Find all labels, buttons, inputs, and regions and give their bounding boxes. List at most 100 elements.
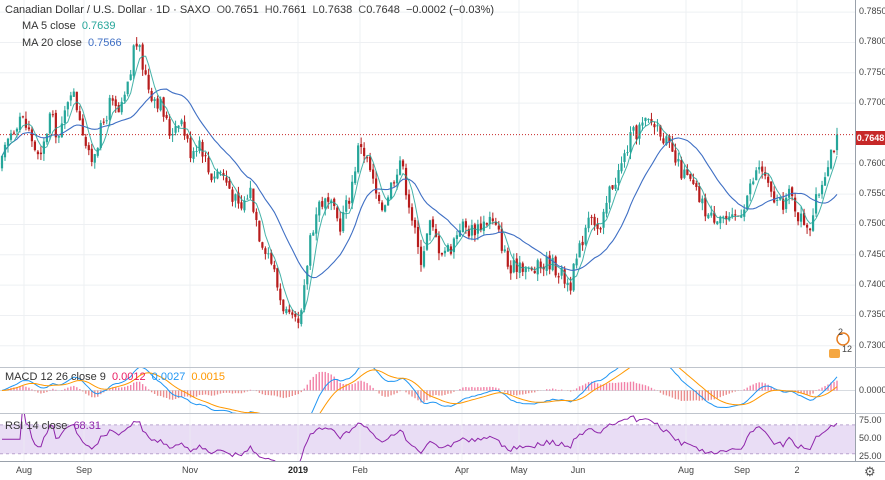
ma5-value: 0.7639 — [81, 20, 116, 32]
candle-body-172 — [515, 258, 518, 272]
candle-body-82 — [246, 198, 249, 200]
rsi-pane[interactable]: RSI 14 close 68.31 — [0, 414, 855, 461]
candle-body-67 — [201, 141, 204, 157]
candle-body-35 — [105, 120, 108, 122]
close-value: 0.7648 — [366, 4, 400, 16]
candle-body-197 — [590, 216, 593, 219]
candle-body-121 — [363, 147, 366, 157]
candle-body-257 — [770, 181, 773, 192]
candle-body-0 — [0, 155, 4, 169]
candle-body-133 — [398, 160, 402, 175]
candle-body-250 — [749, 183, 752, 195]
candle-body-22 — [66, 102, 69, 110]
gear-icon[interactable]: ⚙ — [864, 464, 876, 479]
macd-hist-value: 0.0012 — [111, 371, 146, 383]
candle-body-44 — [132, 45, 135, 76]
price-tick-label: 0.7450 — [859, 248, 885, 259]
candle-body-7 — [21, 116, 25, 118]
candle-body-43 — [129, 74, 132, 80]
candle-body-30 — [90, 148, 93, 162]
candle-body-131 — [392, 182, 396, 184]
ma20-line — [1, 88, 838, 279]
rsi-chart[interactable] — [0, 414, 855, 461]
candle-body-258 — [773, 191, 776, 203]
rsi-label: RSI 14 close — [5, 420, 68, 432]
rsi-line — [2, 414, 838, 461]
candle-body-84 — [252, 188, 255, 212]
candle-body-167 — [500, 228, 503, 251]
candle-body-39 — [117, 105, 120, 113]
candle-body-150 — [449, 246, 453, 254]
candle-body-42 — [126, 81, 129, 95]
candle-body-128 — [383, 205, 387, 212]
candle-body-217 — [650, 118, 653, 123]
candle-body-114 — [342, 212, 345, 232]
candle-body-119 — [357, 145, 360, 173]
candle-body-29 — [87, 145, 90, 151]
candle-body-187 — [560, 267, 563, 276]
candle-body-4 — [12, 132, 16, 134]
candle-body-98 — [294, 313, 297, 317]
candle-body-182 — [545, 256, 548, 271]
candle-body-146 — [437, 235, 441, 254]
macd-pane[interactable]: MACD 12 26 close 9 0.0012 0.0027 0.0015 — [0, 368, 855, 413]
candle-body-230 — [689, 174, 692, 179]
candle-body-18 — [54, 112, 57, 138]
candle-body-256 — [767, 176, 770, 183]
candle-body-78 — [234, 194, 237, 201]
candle-body-99 — [297, 318, 300, 323]
macd-label: MACD 12 26 close 9 — [5, 371, 106, 383]
candle-body-108 — [324, 198, 327, 209]
macd-line-value: 0.0027 — [151, 371, 186, 383]
candle-body-247 — [740, 215, 743, 218]
candle-body-194 — [581, 241, 584, 246]
candle-body-38 — [114, 99, 117, 107]
macd-line — [1, 368, 838, 413]
macd-legend[interactable]: MACD 12 26 close 9 0.0012 0.0027 0.0015 — [5, 371, 228, 383]
candle-body-241 — [722, 216, 725, 218]
change-value: −0.0002 (−0.03%) — [405, 4, 495, 16]
candle-body-80 — [240, 202, 243, 209]
candle-body-55 — [165, 115, 168, 119]
pane-separator-rsi[interactable] — [0, 413, 885, 414]
candle-body-102 — [306, 265, 309, 285]
candle-body-244 — [731, 214, 734, 217]
price-pane[interactable]: Canadian Dollar / U.S. Dollar · 1D · SAX… — [0, 0, 855, 367]
candle-body-229 — [686, 169, 689, 175]
candle-body-125 — [375, 178, 378, 194]
event-marker-upper[interactable]: 2 — [838, 327, 844, 337]
candle-body-211 — [632, 127, 635, 131]
candle-body-24 — [72, 91, 75, 97]
candle-body-13 — [39, 152, 43, 155]
ma20-legend[interactable]: MA 20 close 0.7566 — [22, 37, 125, 49]
symbol-title[interactable]: Canadian Dollar / U.S. Dollar · 1D · SAX… — [5, 4, 211, 16]
candle-body-271 — [811, 215, 815, 231]
candle-body-254 — [761, 166, 764, 172]
candle-body-175 — [524, 267, 527, 273]
candle-body-193 — [578, 243, 581, 258]
rsi-legend[interactable]: RSI 14 close 68.31 — [5, 420, 104, 432]
candle-body-94 — [282, 299, 285, 312]
macd-chart[interactable] — [0, 368, 855, 413]
candle-body-235 — [704, 197, 707, 217]
candle-body-170 — [509, 265, 512, 274]
candle-body-134 — [401, 160, 405, 167]
candle-body-215 — [644, 117, 647, 122]
candle-body-109 — [327, 197, 330, 202]
candle-body-117 — [351, 181, 354, 203]
pane-separator-macd[interactable] — [0, 367, 885, 368]
time-tick-label: 2 — [794, 465, 800, 475]
candle-body-199 — [596, 223, 599, 229]
candle-body-278 — [832, 150, 836, 152]
price-chart[interactable] — [0, 0, 855, 367]
ma5-legend[interactable]: MA 5 close 0.7639 — [22, 20, 119, 32]
candle-body-124 — [372, 169, 375, 179]
candle-body-118 — [354, 171, 357, 184]
candle-body-85 — [255, 211, 258, 220]
candle-body-155 — [464, 221, 467, 228]
candle-body-255 — [764, 172, 767, 176]
candle-body-151 — [452, 238, 456, 253]
time-tick-label: Nov — [181, 465, 199, 475]
event-marker-lower[interactable]: 12 — [842, 344, 853, 354]
time-tick-label: Aug — [677, 465, 695, 475]
